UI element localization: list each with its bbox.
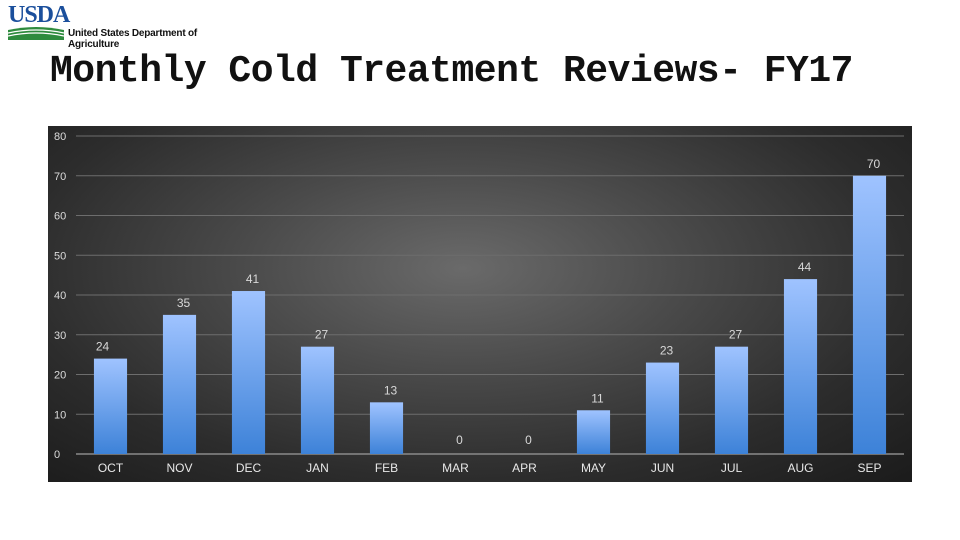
x-tick-label: DEC	[236, 461, 262, 475]
y-tick-label: 50	[54, 250, 66, 262]
data-label-jul: 27	[729, 328, 743, 342]
agency-name: United States Department of Agriculture	[68, 28, 198, 50]
data-label-jan: 27	[315, 328, 329, 342]
x-tick-label: FEB	[375, 461, 398, 475]
y-tick-label: 60	[54, 211, 66, 223]
data-label-jun: 23	[660, 344, 674, 358]
data-label-may: 11	[591, 391, 604, 405]
bar-jan	[300, 346, 335, 454]
x-tick-label: JUL	[721, 461, 743, 475]
data-label-aug: 44	[798, 260, 812, 274]
x-tick-label: JAN	[306, 461, 329, 475]
bar-jun	[645, 362, 680, 454]
data-label-mar: 0	[456, 433, 463, 447]
x-tick-label: AUG	[787, 461, 813, 475]
bar-dec	[231, 291, 266, 454]
y-tick-label: 30	[54, 330, 66, 342]
x-tick-label: MAY	[581, 461, 606, 475]
x-tick-label: SEP	[857, 461, 881, 475]
bar-feb	[369, 402, 404, 454]
bar-chart: 0 10 20 30 40 50 60 70 80 24 OCT 35 NOV 41 DEC 27 JAN 13…	[48, 126, 912, 482]
data-label-oct: 24	[96, 340, 110, 354]
bar-oct	[93, 358, 128, 454]
x-tick-label: OCT	[98, 461, 124, 475]
x-tick-label: APR	[512, 461, 537, 475]
data-label-nov: 35	[177, 296, 191, 310]
y-tick-label: 70	[54, 171, 66, 183]
bar-jul	[714, 346, 749, 454]
y-tick-label: 10	[54, 409, 66, 421]
bar-may	[576, 410, 611, 454]
x-tick-label: NOV	[166, 461, 192, 475]
data-label-feb: 13	[384, 383, 398, 397]
data-label-dec: 41	[246, 272, 260, 286]
y-tick-label: 0	[54, 449, 60, 461]
usda-logo: USDA United States Department of Agricul…	[8, 2, 248, 50]
data-label-sep: 70	[867, 157, 881, 171]
usda-logo-text: USDA	[8, 2, 70, 28]
y-tick-label: 80	[54, 131, 66, 143]
x-tick-label: JUN	[651, 461, 674, 475]
x-tick-label: MAR	[442, 461, 469, 475]
y-tick-label: 20	[54, 370, 66, 382]
slide-title: Monthly Cold Treatment Reviews- FY17	[50, 50, 853, 93]
bar-sep	[852, 175, 887, 454]
bar-nov	[162, 314, 197, 454]
bar-aug	[783, 279, 818, 454]
y-tick-label: 40	[54, 290, 66, 302]
data-label-apr: 0	[525, 433, 532, 447]
usda-field-icon	[8, 27, 64, 40]
chart-svg: 0 10 20 30 40 50 60 70 80 24 OCT 35 NOV 41 DEC 27 JAN 13…	[54, 131, 904, 475]
